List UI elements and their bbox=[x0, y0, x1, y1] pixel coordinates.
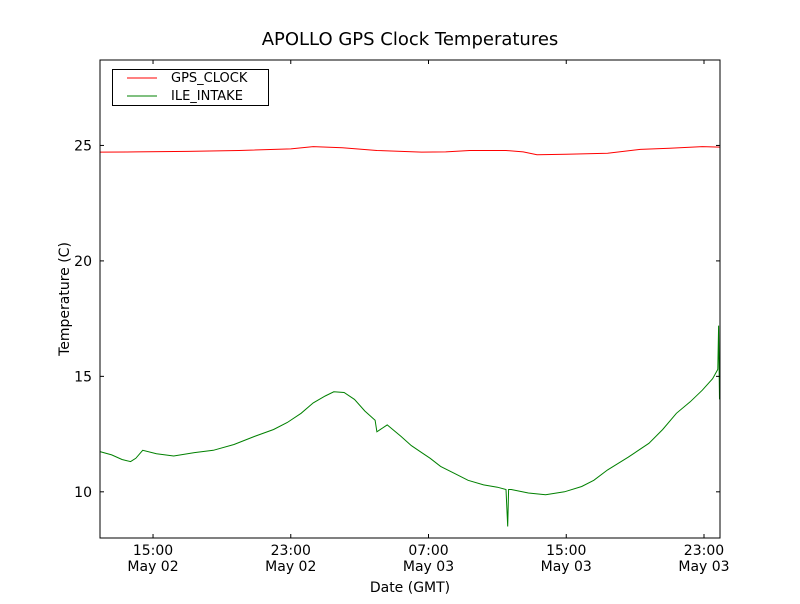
x-tick-label-time: 23:00 bbox=[271, 543, 311, 559]
plot-area bbox=[99, 146, 721, 527]
x-tick-label-date: May 03 bbox=[541, 559, 592, 575]
legend-label-gps-clock: GPS_CLOCK bbox=[171, 71, 248, 86]
x-tick-label-time: 15:00 bbox=[546, 543, 586, 559]
y-tick-label: 10 bbox=[74, 485, 92, 501]
x-tick-label-date: May 03 bbox=[403, 559, 454, 575]
x-tick-label-time: 15:00 bbox=[133, 543, 173, 559]
y-tick-label: 25 bbox=[74, 138, 92, 154]
x-tick-label-time: 23:00 bbox=[684, 543, 724, 559]
x-tick-label-date: May 02 bbox=[127, 559, 178, 575]
series-line-gps-clock bbox=[99, 146, 721, 156]
y-axis-label: Temperature (C) bbox=[57, 242, 73, 357]
x-tick-label-date: May 02 bbox=[265, 559, 316, 575]
legend-label-ile-intake: ILE_INTAKE bbox=[171, 89, 243, 104]
legend: GPS_CLOCK ILE_INTAKE bbox=[112, 69, 269, 106]
axes-frame bbox=[99, 59, 721, 539]
series-line-ile-intake bbox=[99, 325, 721, 527]
y-tick-label: 20 bbox=[74, 254, 92, 270]
y-tick-label: 15 bbox=[74, 369, 92, 385]
x-axis-label: Date (GMT) bbox=[370, 580, 450, 596]
x-tick-label-date: May 03 bbox=[678, 559, 729, 575]
x-tick-label-time: 07:00 bbox=[408, 543, 448, 559]
legend-box bbox=[112, 69, 269, 106]
chart-title: APOLLO GPS Clock Temperatures bbox=[262, 29, 559, 50]
